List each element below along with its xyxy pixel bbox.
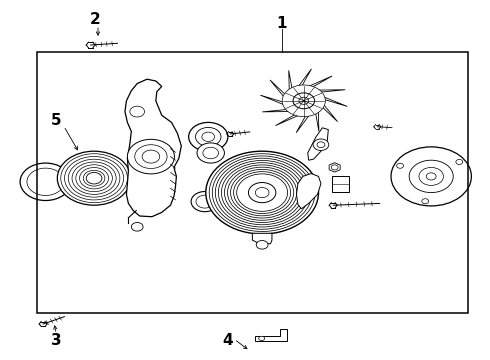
Circle shape [255,188,269,198]
Circle shape [256,240,268,249]
Circle shape [317,142,325,148]
Polygon shape [316,112,319,131]
Circle shape [135,145,167,168]
Circle shape [197,143,224,163]
Polygon shape [329,163,340,172]
Circle shape [142,150,160,163]
Circle shape [456,159,463,165]
Circle shape [191,192,219,212]
Polygon shape [296,116,309,133]
Circle shape [426,173,436,180]
Circle shape [196,195,214,208]
Circle shape [422,199,429,204]
Circle shape [57,151,131,205]
Circle shape [202,132,215,141]
Polygon shape [308,128,328,160]
Bar [332,176,349,192]
Circle shape [419,167,443,185]
Circle shape [203,147,219,159]
Circle shape [397,163,404,168]
Circle shape [20,163,71,201]
Circle shape [248,183,276,203]
Text: 1: 1 [276,16,287,31]
Circle shape [282,85,325,117]
Bar [37,52,468,313]
Circle shape [27,168,64,195]
Polygon shape [270,80,285,97]
Polygon shape [260,95,284,105]
Text: 3: 3 [51,333,62,348]
Polygon shape [252,233,272,244]
Circle shape [86,172,102,184]
Polygon shape [289,70,292,90]
Polygon shape [322,105,338,122]
Circle shape [130,106,145,117]
Text: 4: 4 [222,333,233,348]
Circle shape [409,160,453,193]
Polygon shape [255,329,287,341]
Text: 5: 5 [51,113,62,128]
Text: 2: 2 [90,12,101,27]
Circle shape [131,222,143,231]
Circle shape [299,97,309,104]
Polygon shape [262,109,289,112]
Polygon shape [275,114,298,126]
Circle shape [127,139,174,174]
Polygon shape [318,90,345,92]
Polygon shape [309,76,332,87]
Circle shape [313,139,329,150]
Circle shape [391,147,471,206]
Polygon shape [125,79,181,217]
Circle shape [196,127,221,146]
Polygon shape [298,69,312,86]
Polygon shape [296,174,321,209]
Circle shape [293,93,315,109]
Polygon shape [324,97,347,107]
Circle shape [206,151,318,234]
Circle shape [189,122,228,151]
Circle shape [331,165,338,170]
Circle shape [259,336,265,341]
